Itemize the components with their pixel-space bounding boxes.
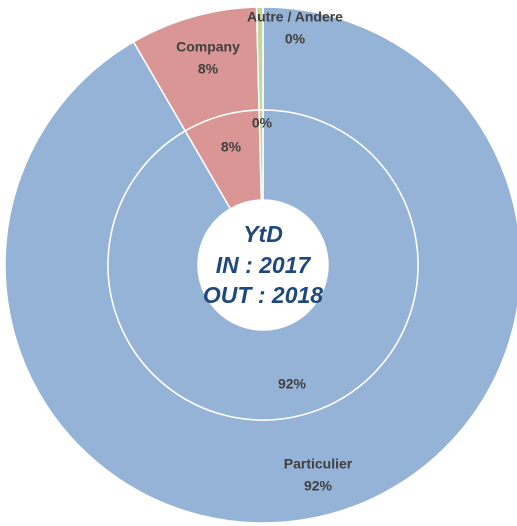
donut-segment [107,109,419,421]
category-label: Autre / Andere [247,9,343,25]
value-label: 92% [278,376,307,392]
value-label: 0% [285,31,306,47]
category-label: Company [176,39,240,55]
value-label: 0% [252,115,273,131]
category-label: Particulier [284,456,353,472]
value-label: 8% [221,139,242,155]
center-line: IN : 2017 [216,252,312,278]
center-title: YtD [243,221,283,247]
center-line: OUT : 2018 [203,282,323,308]
donut-segment [258,109,264,201]
value-label: 8% [198,61,219,77]
value-label: 92% [304,478,333,494]
